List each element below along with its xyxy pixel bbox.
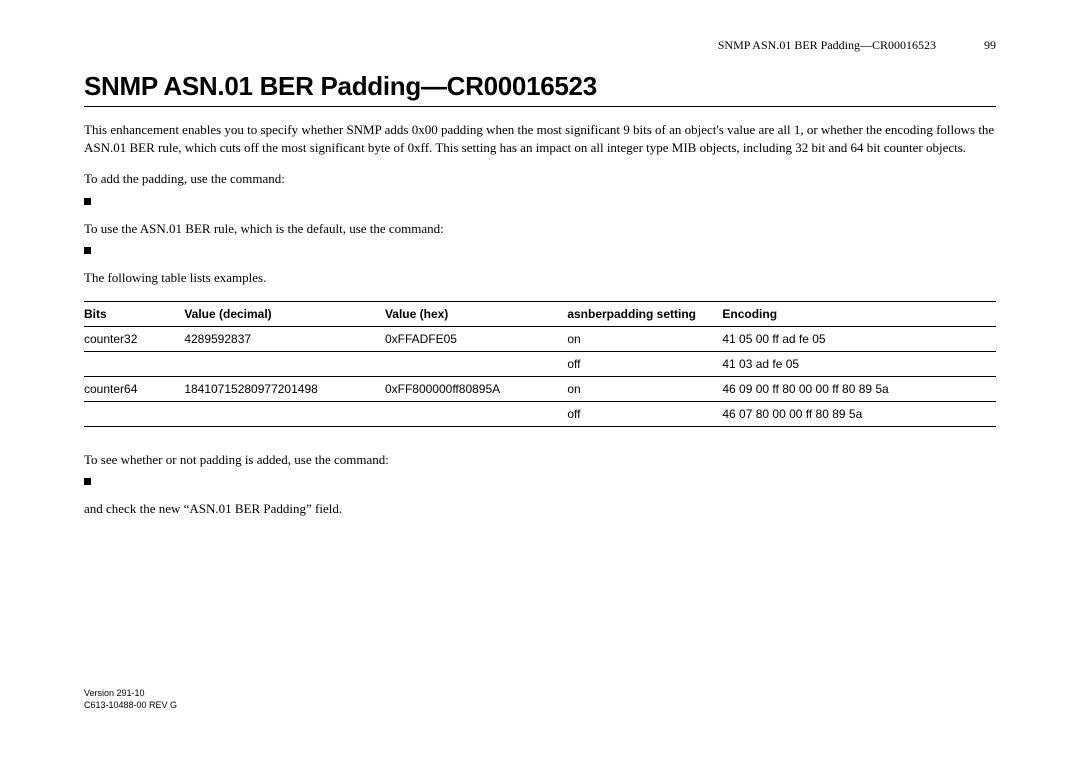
cell-decimal xyxy=(184,351,385,376)
cell-hex: 0xFF800000ff80895A xyxy=(385,376,567,401)
table-row: off 41 03 ad fe 05 xyxy=(84,351,996,376)
cell-hex: 0xFFADFE05 xyxy=(385,326,567,351)
running-title: SNMP ASN.01 BER Padding—CR00016523 xyxy=(718,38,936,53)
see-padding-text: To see whether or not padding is added, … xyxy=(84,451,996,469)
page-number: 99 xyxy=(984,38,996,53)
cell-decimal: 4289592837 xyxy=(184,326,385,351)
use-default-text: To use the ASN.01 BER rule, which is the… xyxy=(84,220,996,238)
title-rule xyxy=(84,106,996,107)
intro-paragraph: This enhancement enables you to specify … xyxy=(84,121,996,156)
footer-version: Version 291-10 xyxy=(84,687,177,699)
command-marker-1 xyxy=(84,192,996,210)
cell-bits: counter64 xyxy=(84,376,184,401)
col-header-bits: Bits xyxy=(84,301,184,326)
page-footer: Version 291-10 C613-10488-00 REV G xyxy=(84,687,177,711)
command-marker-3 xyxy=(84,472,996,490)
add-padding-text: To add the padding, use the command: xyxy=(84,170,996,188)
cell-encoding: 46 07 80 00 00 ff 80 89 5a xyxy=(722,401,996,426)
col-header-decimal: Value (decimal) xyxy=(184,301,385,326)
cell-setting: off xyxy=(567,351,722,376)
cell-setting: on xyxy=(567,376,722,401)
check-field-text: and check the new “ASN.01 BER Padding” f… xyxy=(84,500,996,518)
bullet-icon xyxy=(84,478,91,485)
page-header: SNMP ASN.01 BER Padding—CR00016523 99 xyxy=(84,38,996,53)
table-row: off 46 07 80 00 00 ff 80 89 5a xyxy=(84,401,996,426)
table-intro-text: The following table lists examples. xyxy=(84,269,996,287)
table-header-row: Bits Value (decimal) Value (hex) asnberp… xyxy=(84,301,996,326)
examples-table: Bits Value (decimal) Value (hex) asnberp… xyxy=(84,301,996,427)
table-row: counter32 4289592837 0xFFADFE05 on 41 05… xyxy=(84,326,996,351)
cell-bits xyxy=(84,351,184,376)
cell-encoding: 41 03 ad fe 05 xyxy=(722,351,996,376)
cell-setting: on xyxy=(567,326,722,351)
cell-bits xyxy=(84,401,184,426)
col-header-setting: asnberpadding setting xyxy=(567,301,722,326)
command-marker-2 xyxy=(84,241,996,259)
bullet-icon xyxy=(84,198,91,205)
cell-encoding: 46 09 00 ff 80 00 00 ff 80 89 5a xyxy=(722,376,996,401)
cell-encoding: 41 05 00 ff ad fe 05 xyxy=(722,326,996,351)
footer-docid: C613-10488-00 REV G xyxy=(84,699,177,711)
bullet-icon xyxy=(84,247,91,254)
cell-hex xyxy=(385,351,567,376)
cell-decimal xyxy=(184,401,385,426)
table-row: counter64 18410715280977201498 0xFF80000… xyxy=(84,376,996,401)
cell-setting: off xyxy=(567,401,722,426)
col-header-hex: Value (hex) xyxy=(385,301,567,326)
page-title: SNMP ASN.01 BER Padding—CR00016523 xyxy=(84,71,996,102)
cell-decimal: 18410715280977201498 xyxy=(184,376,385,401)
col-header-encoding: Encoding xyxy=(722,301,996,326)
cell-hex xyxy=(385,401,567,426)
cell-bits: counter32 xyxy=(84,326,184,351)
